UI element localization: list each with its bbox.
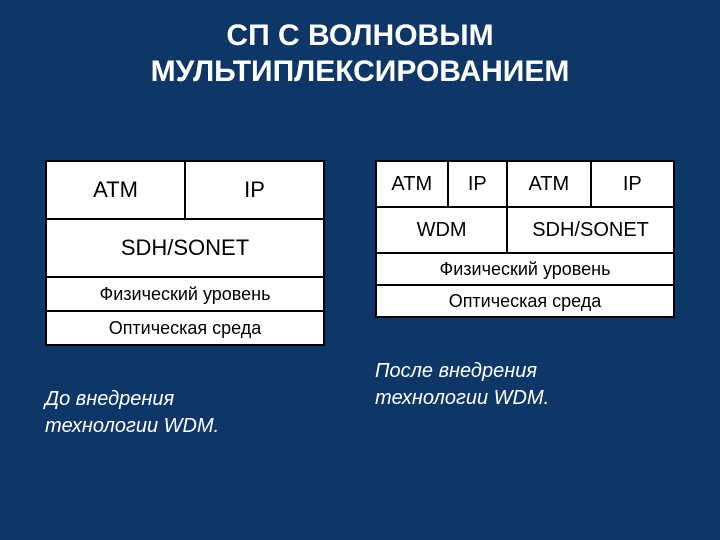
left-caption: До внедрения технологии WDM. <box>45 386 325 440</box>
right-r4: Оптическая среда <box>376 285 674 317</box>
slide: СП С ВОЛНОВЫМ МУЛЬТИПЛЕКСИРОВАНИЕМ ATM I… <box>0 0 720 540</box>
diagram-wrap: ATM IP SDH/SONET Физический уровень Опти… <box>0 160 720 440</box>
left-caption-line-1: До внедрения <box>45 388 174 410</box>
slide-title: СП С ВОЛНОВЫМ МУЛЬТИПЛЕКСИРОВАНИЕМ <box>0 18 720 90</box>
right-caption: После внедрения технологии WDM. <box>375 358 675 412</box>
title-line-2: МУЛЬТИПЛЕКСИРОВАНИЕМ <box>151 55 570 88</box>
right-stack: ATM IP ATM IP WDM SDH/SONET Физический у… <box>375 160 675 440</box>
right-table: ATM IP ATM IP WDM SDH/SONET Физический у… <box>375 160 675 318</box>
title-line-1: СП С ВОЛНОВЫМ <box>226 19 493 52</box>
right-r1-c1: ATM <box>376 161 448 207</box>
right-r2-c2: SDH/SONET <box>507 207 674 253</box>
left-caption-line-2: технологии WDM. <box>45 415 219 437</box>
left-stack: ATM IP SDH/SONET Физический уровень Опти… <box>45 160 325 440</box>
right-r2-c1: WDM <box>376 207 507 253</box>
right-r1-c2: IP <box>448 161 508 207</box>
left-r2: SDH/SONET <box>46 219 324 277</box>
right-r3: Физический уровень <box>376 253 674 285</box>
right-caption-line-2: технологии WDM. <box>375 387 549 409</box>
right-r1-c3: ATM <box>507 161 590 207</box>
left-r4: Оптическая среда <box>46 311 324 345</box>
left-r1-c2: IP <box>185 161 324 219</box>
right-caption-line-1: После внедрения <box>375 360 537 382</box>
right-r1-c4: IP <box>591 161 674 207</box>
left-table: ATM IP SDH/SONET Физический уровень Опти… <box>45 160 325 346</box>
left-r3: Физический уровень <box>46 277 324 311</box>
left-r1-c1: ATM <box>46 161 185 219</box>
